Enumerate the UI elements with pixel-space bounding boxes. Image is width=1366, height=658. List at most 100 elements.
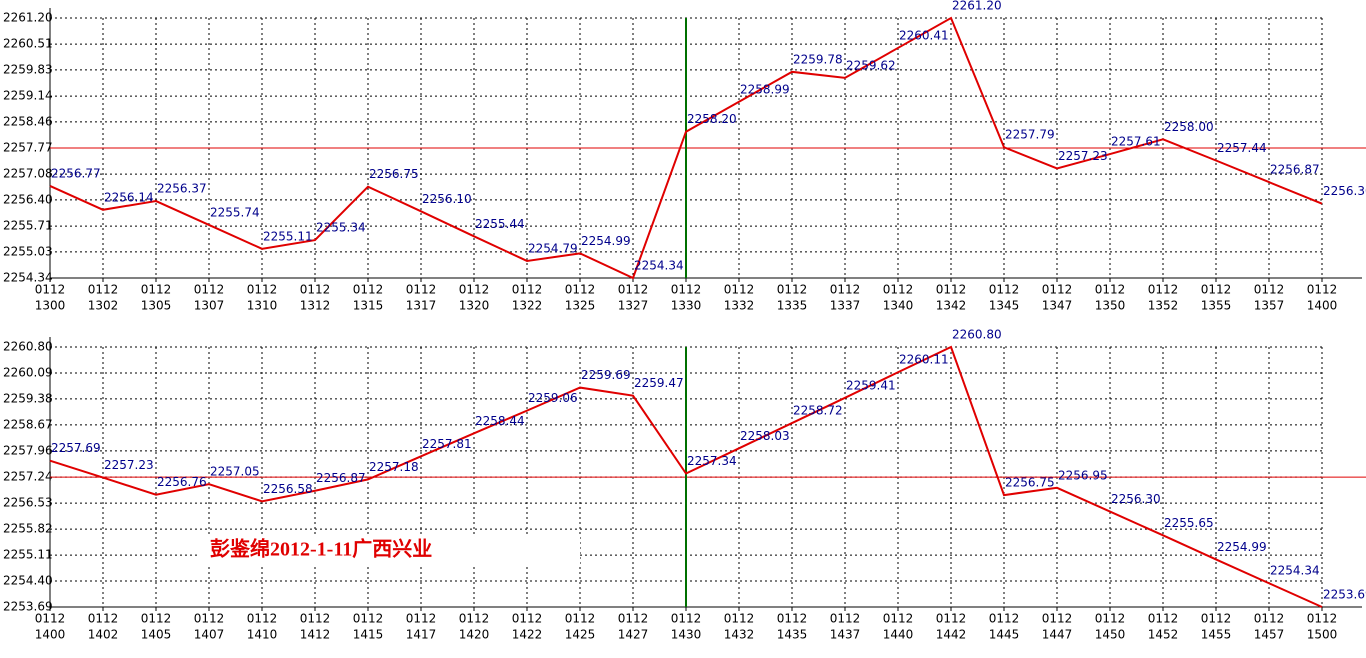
- x-tick-label: 1420: [459, 628, 490, 642]
- y-tick-label: 2255.03: [3, 244, 53, 258]
- x-tick-label: 0112: [936, 283, 967, 297]
- value-label: 2256.77: [51, 166, 101, 180]
- x-tick-label: 0112: [88, 612, 119, 626]
- x-tick-label: 1322: [512, 299, 543, 313]
- value-label: 2256.87: [316, 471, 366, 485]
- value-label: 2253.69: [1323, 588, 1366, 602]
- x-tick-label: 0112: [459, 283, 490, 297]
- x-tick-label: 1300: [35, 299, 66, 313]
- y-tick-label: 2257.96: [3, 443, 53, 457]
- x-tick-label: 1312: [300, 299, 331, 313]
- x-tick-label: 0112: [777, 283, 808, 297]
- x-tick-label: 0112: [35, 612, 66, 626]
- x-tick-label: 1357: [1254, 299, 1285, 313]
- value-label: 2255.11: [263, 229, 313, 243]
- x-tick-label: 1335: [777, 299, 808, 313]
- chart: 2253.69 2254.40 2255.11 2255.82 2256.53 2257.…: [3, 328, 1366, 642]
- value-label: 2256.37: [157, 182, 207, 196]
- value-label: 2256.87: [1270, 163, 1320, 177]
- y-tick-label: 2259.83: [3, 62, 53, 76]
- value-label: 2256.14: [104, 190, 154, 204]
- x-tick-label: 1500: [1307, 628, 1338, 642]
- value-label: 2258.20: [687, 112, 737, 126]
- value-label: 2258.00: [1164, 120, 1214, 134]
- value-label: 2258.03: [740, 429, 790, 443]
- value-label: 2259.69: [581, 368, 631, 382]
- x-tick-label: 0112: [565, 283, 596, 297]
- x-tick-label: 1415: [353, 628, 384, 642]
- x-tick-label: 0112: [1254, 612, 1285, 626]
- value-label: 2254.79: [528, 241, 578, 255]
- x-tick-label: 0112: [141, 612, 172, 626]
- x-tick-label: 0112: [1254, 283, 1285, 297]
- x-tick-label: 0112: [1201, 612, 1232, 626]
- x-tick-label: 0112: [512, 612, 543, 626]
- x-tick-label: 1402: [88, 628, 119, 642]
- x-tick-label: 0112: [1042, 612, 1073, 626]
- x-tick-label: 0112: [247, 283, 278, 297]
- value-label: 2261.20: [952, 0, 1002, 13]
- x-tick-label: 0112: [1095, 612, 1126, 626]
- x-tick-label: 1425: [565, 628, 596, 642]
- x-tick-label: 1307: [194, 299, 225, 313]
- value-label: 2258.44: [475, 414, 525, 428]
- value-label: 2254.34: [634, 259, 684, 273]
- value-label: 2259.47: [634, 376, 684, 390]
- x-tick-label: 1320: [459, 299, 490, 313]
- y-tick-label: 2258.46: [3, 114, 53, 128]
- x-tick-label: 1315: [353, 299, 384, 313]
- x-tick-label: 0112: [618, 612, 649, 626]
- x-tick-label: 1442: [936, 628, 967, 642]
- value-label: 2257.79: [1005, 128, 1055, 142]
- x-tick-label: 1457: [1254, 628, 1285, 642]
- x-tick-label: 1440: [883, 628, 914, 642]
- x-tick-label: 0112: [883, 283, 914, 297]
- y-tick-label: 2254.40: [3, 574, 53, 588]
- y-tick-label: 2257.77: [3, 141, 53, 155]
- x-tick-label: 0112: [936, 612, 967, 626]
- x-tick-label: 1305: [141, 299, 172, 313]
- value-label: 2256.10: [422, 192, 472, 206]
- value-label: 2260.41: [899, 28, 949, 42]
- x-tick-label: 0112: [883, 612, 914, 626]
- y-tick-label: 2255.11: [3, 548, 53, 562]
- x-tick-label: 0112: [194, 612, 225, 626]
- x-tick-label: 1447: [1042, 628, 1073, 642]
- x-tick-label: 0112: [1201, 283, 1232, 297]
- value-label: 2255.74: [210, 205, 260, 219]
- y-tick-label: 2256.53: [3, 496, 53, 510]
- x-tick-label: 1310: [247, 299, 278, 313]
- x-tick-label: 0112: [777, 612, 808, 626]
- x-tick-label: 0112: [353, 283, 384, 297]
- x-tick-label: 1437: [830, 628, 861, 642]
- value-label: 2259.78: [793, 52, 843, 66]
- x-tick-label: 1405: [141, 628, 172, 642]
- y-tick-label: 2255.82: [3, 522, 53, 536]
- x-tick-label: 1435: [777, 628, 808, 642]
- value-label: 2258.72: [793, 404, 843, 418]
- annotation-bg: [200, 536, 580, 566]
- x-tick-label: 0112: [141, 283, 172, 297]
- x-tick-label: 1340: [883, 299, 914, 313]
- x-tick-label: 0112: [353, 612, 384, 626]
- x-tick-label: 0112: [830, 612, 861, 626]
- x-tick-label: 0112: [300, 612, 331, 626]
- x-tick-label: 0112: [194, 283, 225, 297]
- x-tick-label: 1345: [989, 299, 1020, 313]
- value-label: 2257.23: [104, 458, 154, 472]
- value-label: 2254.99: [1217, 540, 1267, 554]
- x-tick-label: 1450: [1095, 628, 1126, 642]
- y-tick-label: 2261.20: [3, 11, 53, 25]
- x-tick-label: 0112: [1307, 283, 1338, 297]
- x-tick-label: 1332: [724, 299, 755, 313]
- x-tick-label: 1302: [88, 299, 119, 313]
- x-tick-label: 1417: [406, 628, 437, 642]
- value-label: 2257.34: [687, 454, 737, 468]
- y-tick-label: 2260.51: [3, 37, 53, 51]
- x-tick-label: 1325: [565, 299, 596, 313]
- annotation: 彭鉴绵2012-1-11广西兴业: [210, 537, 432, 561]
- x-tick-label: 1352: [1148, 299, 1179, 313]
- y-tick-label: 2259.14: [3, 89, 53, 103]
- value-label: 2256.30: [1111, 492, 1161, 506]
